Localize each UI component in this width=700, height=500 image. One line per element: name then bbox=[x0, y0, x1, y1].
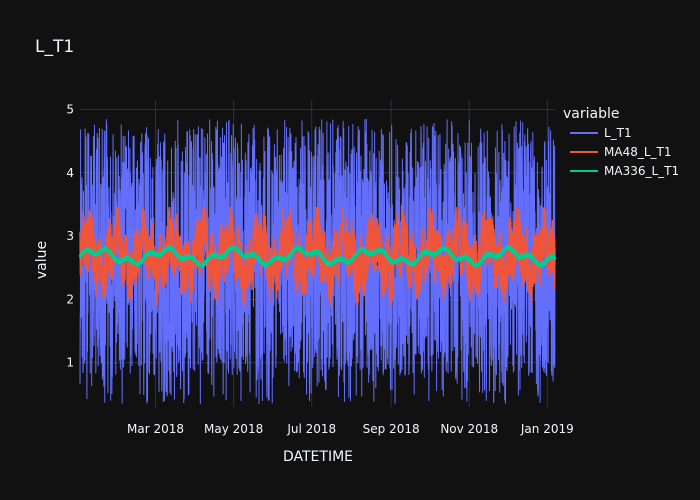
chart-title: L_T1 bbox=[35, 37, 74, 57]
y-tick-labels: 1 2 3 4 5 bbox=[66, 102, 74, 369]
y-tick-label: 4 bbox=[66, 166, 74, 180]
y-tick-label: 5 bbox=[66, 102, 74, 116]
legend-label: MA48_L_T1 bbox=[604, 145, 671, 159]
x-tick-label: May 2018 bbox=[204, 422, 263, 436]
series-lines bbox=[78, 118, 557, 405]
legend-label: L_T1 bbox=[604, 126, 632, 140]
legend-title: variable bbox=[563, 106, 619, 122]
y-tick-label: 1 bbox=[66, 356, 74, 370]
x-tick-label: Jul 2018 bbox=[286, 422, 336, 436]
y-tick-label: 2 bbox=[66, 292, 74, 306]
y-axis-label: value bbox=[34, 241, 50, 279]
y-tick-label: 3 bbox=[66, 229, 74, 243]
x-tick-label: Sep 2018 bbox=[363, 422, 420, 436]
x-axis-label: DATETIME bbox=[283, 449, 353, 465]
x-tick-label: Mar 2018 bbox=[127, 422, 184, 436]
x-tick-labels: Mar 2018 May 2018 Jul 2018 Sep 2018 Nov 2018… bbox=[127, 422, 574, 436]
legend-item[interactable]: MA48_L_T1 bbox=[570, 145, 671, 159]
legend-item[interactable]: L_T1 bbox=[570, 126, 632, 140]
legend-item[interactable]: MA336_L_T1 bbox=[570, 164, 679, 178]
x-tick-label: Nov 2018 bbox=[440, 422, 498, 436]
series-line-ma48-l-t1 bbox=[79, 206, 556, 307]
series-line-ma336-l-t1 bbox=[78, 244, 557, 269]
legend[interactable]: variable L_T1 MA48_L_T1 MA336_L_T1 bbox=[563, 106, 679, 178]
legend-label: MA336_L_T1 bbox=[604, 164, 679, 178]
x-tick-label: Jan 2019 bbox=[520, 422, 574, 436]
